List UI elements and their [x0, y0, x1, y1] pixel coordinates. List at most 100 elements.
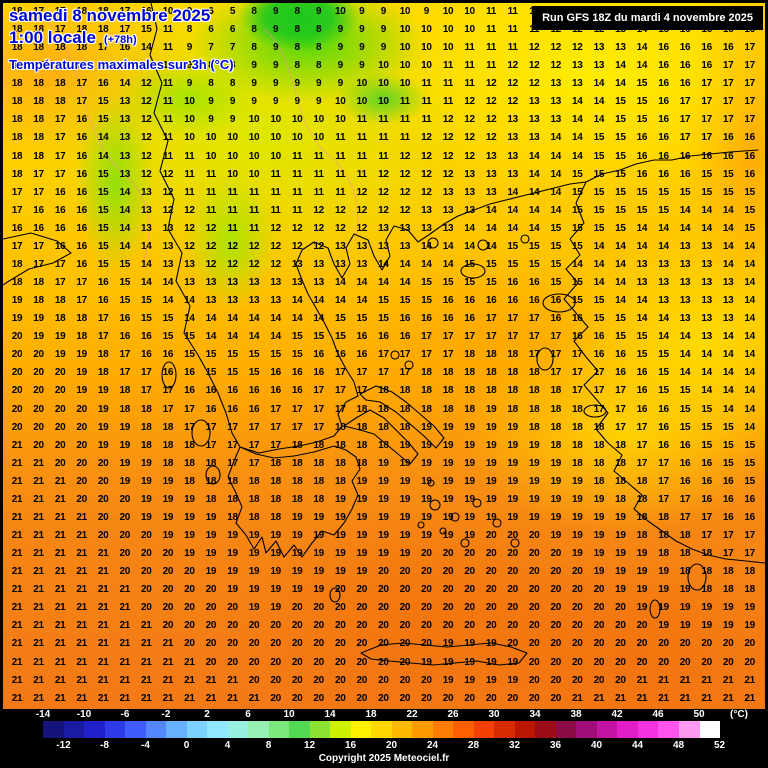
- temp-value: 21: [119, 656, 131, 668]
- temp-value: 21: [701, 692, 712, 704]
- temp-value: 19: [54, 349, 66, 361]
- temp-value: 19: [291, 566, 303, 578]
- temp-value: 21: [227, 692, 238, 704]
- temp-value: 19: [507, 457, 518, 469]
- temp-value: 10: [356, 96, 368, 108]
- temp-value: 15: [485, 277, 497, 289]
- temp-value: 9: [208, 114, 214, 126]
- temp-value: 11: [162, 150, 173, 162]
- temp-value: 10: [205, 132, 217, 144]
- temp-value: 18: [205, 457, 217, 469]
- temp-value: 19: [593, 511, 605, 523]
- temp-value: 13: [227, 295, 238, 307]
- temp-value: 15: [615, 96, 626, 108]
- scale-label-bottom: 0: [183, 740, 190, 751]
- temp-value: 17: [679, 114, 691, 126]
- copyright-label: Copyright 2025 Meteociel.fr: [318, 753, 450, 764]
- scale-color-bar: [43, 721, 721, 738]
- temp-value: 15: [421, 277, 432, 289]
- temp-value: 20: [54, 367, 66, 379]
- temp-value: 17: [722, 60, 734, 72]
- temp-value: 18: [528, 403, 540, 415]
- temp-value: 10: [334, 114, 346, 126]
- temp-value: 16: [701, 493, 712, 505]
- temp-value: 19: [572, 548, 583, 560]
- temp-value: 14: [227, 313, 238, 325]
- temp-value: 16: [184, 367, 195, 379]
- temp-value: 11: [378, 132, 389, 144]
- temp-value: 19: [550, 475, 562, 487]
- temp-value: 14: [744, 277, 755, 289]
- temp-value: 19: [679, 602, 691, 614]
- temp-value: 21: [119, 674, 131, 686]
- temp-value: 14: [485, 240, 497, 252]
- temp-value: 15: [572, 277, 583, 289]
- temp-value: 21: [76, 620, 87, 632]
- temp-value: 20: [550, 548, 562, 560]
- temp-value: 17: [270, 439, 281, 451]
- temp-value: 20: [378, 620, 389, 632]
- temp-value: 11: [356, 150, 367, 162]
- temp-value: 20: [248, 674, 260, 686]
- temp-value: 11: [162, 132, 173, 144]
- temp-value: 18: [421, 367, 432, 379]
- scale-label-top: 34: [529, 709, 541, 720]
- temp-value: 20: [162, 548, 174, 560]
- temp-value: 10: [442, 42, 454, 54]
- temp-value: 18: [270, 475, 281, 487]
- temp-value: 14: [507, 222, 518, 234]
- temp-value: 19: [227, 584, 238, 596]
- temp-value: 14: [442, 258, 454, 270]
- temp-value: 13: [162, 258, 174, 270]
- temp-value: 21: [679, 692, 691, 704]
- temp-value: 10: [270, 150, 281, 162]
- temp-value: 11: [292, 150, 303, 162]
- temp-value: 14: [227, 331, 238, 343]
- temp-value: 19: [442, 530, 454, 542]
- temp-value: 12: [485, 132, 497, 144]
- temp-value: 9: [337, 42, 344, 54]
- temp-value: 17: [205, 421, 217, 433]
- temp-value: 13: [334, 240, 346, 252]
- temp-value: 16: [507, 295, 518, 307]
- temp-value: 19: [464, 638, 475, 650]
- temp-value: 20: [119, 530, 131, 542]
- temp-value: 17: [33, 240, 44, 252]
- temp-value: 18: [54, 42, 66, 54]
- scale-swatch: [248, 721, 269, 738]
- temp-value: 19: [334, 530, 346, 542]
- temp-value: 14: [528, 222, 540, 234]
- scale-label-top: 50: [693, 709, 705, 720]
- temp-value: 11: [421, 114, 432, 126]
- temp-value: 14: [399, 277, 411, 289]
- date-label: samedi 8 novembre 2025: [9, 6, 211, 25]
- temp-value: 19: [593, 566, 605, 578]
- temp-value: 17: [313, 385, 324, 397]
- temp-value: 18: [248, 493, 260, 505]
- temp-value: 19: [399, 548, 411, 560]
- scale-label-bottom: 28: [467, 740, 480, 751]
- temp-value: 13: [141, 204, 152, 216]
- temp-value: 20: [550, 566, 562, 578]
- temp-value: 20: [356, 656, 368, 668]
- temp-value: 17: [550, 349, 562, 361]
- temp-value: 19: [507, 475, 518, 487]
- temp-value: 8: [251, 42, 257, 54]
- island-rhodes: [687, 563, 707, 591]
- temp-value: 16: [679, 457, 691, 469]
- temp-value: 19: [270, 584, 281, 596]
- temp-value: 13: [291, 258, 303, 270]
- temp-value: 9: [272, 42, 279, 54]
- temp-value: 16: [356, 331, 368, 343]
- temp-value: 16: [744, 493, 755, 505]
- temp-value: 20: [658, 656, 669, 668]
- temp-value: 15: [270, 349, 281, 361]
- temp-value: 14: [744, 403, 755, 415]
- temp-value: 20: [421, 584, 432, 596]
- temp-value: 14: [421, 240, 432, 252]
- temp-value: 17: [572, 367, 583, 379]
- temp-value: 16: [54, 240, 66, 252]
- temp-value: 9: [251, 78, 257, 90]
- temp-value: 16: [334, 349, 346, 361]
- temp-value: 16: [658, 42, 669, 54]
